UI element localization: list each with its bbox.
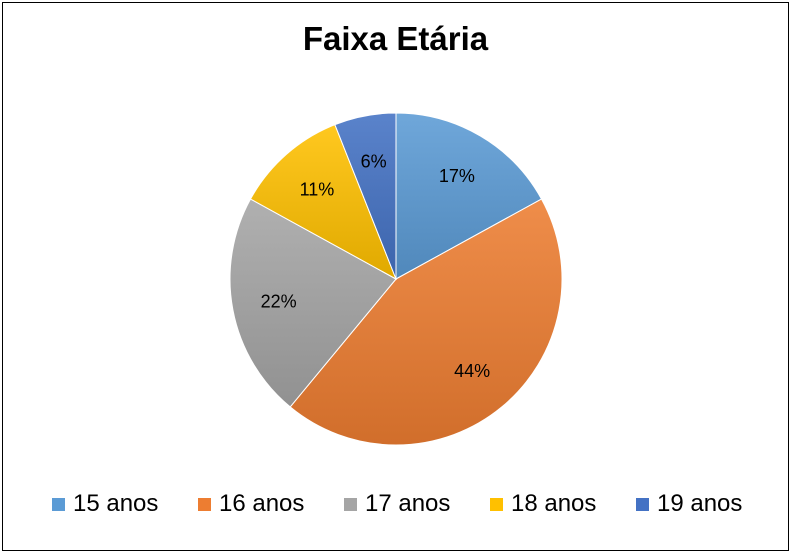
legend-item-16-anos: 16 anos (198, 488, 304, 520)
pie-slice-18-anos (249, 124, 397, 281)
pie-slice-16-anos (289, 198, 563, 446)
chart-title: Faixa Etária (302, 20, 489, 57)
pie-slice-19-anos (334, 112, 397, 280)
pie-data-label: 44% (454, 361, 490, 381)
pie-data-label: 11% (300, 179, 335, 199)
legend-item-15-anos: 15 anos (52, 488, 158, 520)
legend-label: 15 anos (73, 490, 159, 517)
pie-slice-17-anos (229, 198, 397, 408)
pie-data-label: 22% (261, 291, 297, 311)
legend-swatch (344, 497, 357, 511)
pie-labels: 17% 44% 22% 11% 6% (261, 152, 491, 381)
legend-swatch (198, 497, 211, 511)
pie-slice-15-anos (395, 112, 543, 280)
legend-swatch (636, 497, 649, 511)
pie-data-label: 6% (361, 152, 387, 172)
legend-item-19-anos: 19 anos (636, 488, 742, 520)
legend: 15 anos 16 anos 17 anos 18 anos 19 anos (0, 488, 791, 520)
legend-label: 17 anos (365, 490, 451, 517)
legend-swatch (52, 497, 65, 511)
legend-swatch (490, 497, 503, 511)
legend-label: 19 anos (657, 490, 743, 517)
legend-item-18-anos: 18 anos (490, 488, 596, 520)
legend-label: 18 anos (511, 490, 597, 517)
legend-label: 16 anos (219, 490, 305, 517)
pie-data-label: 17% (439, 166, 475, 186)
pie-slices (229, 112, 563, 446)
legend-item-17-anos: 17 anos (344, 488, 450, 520)
